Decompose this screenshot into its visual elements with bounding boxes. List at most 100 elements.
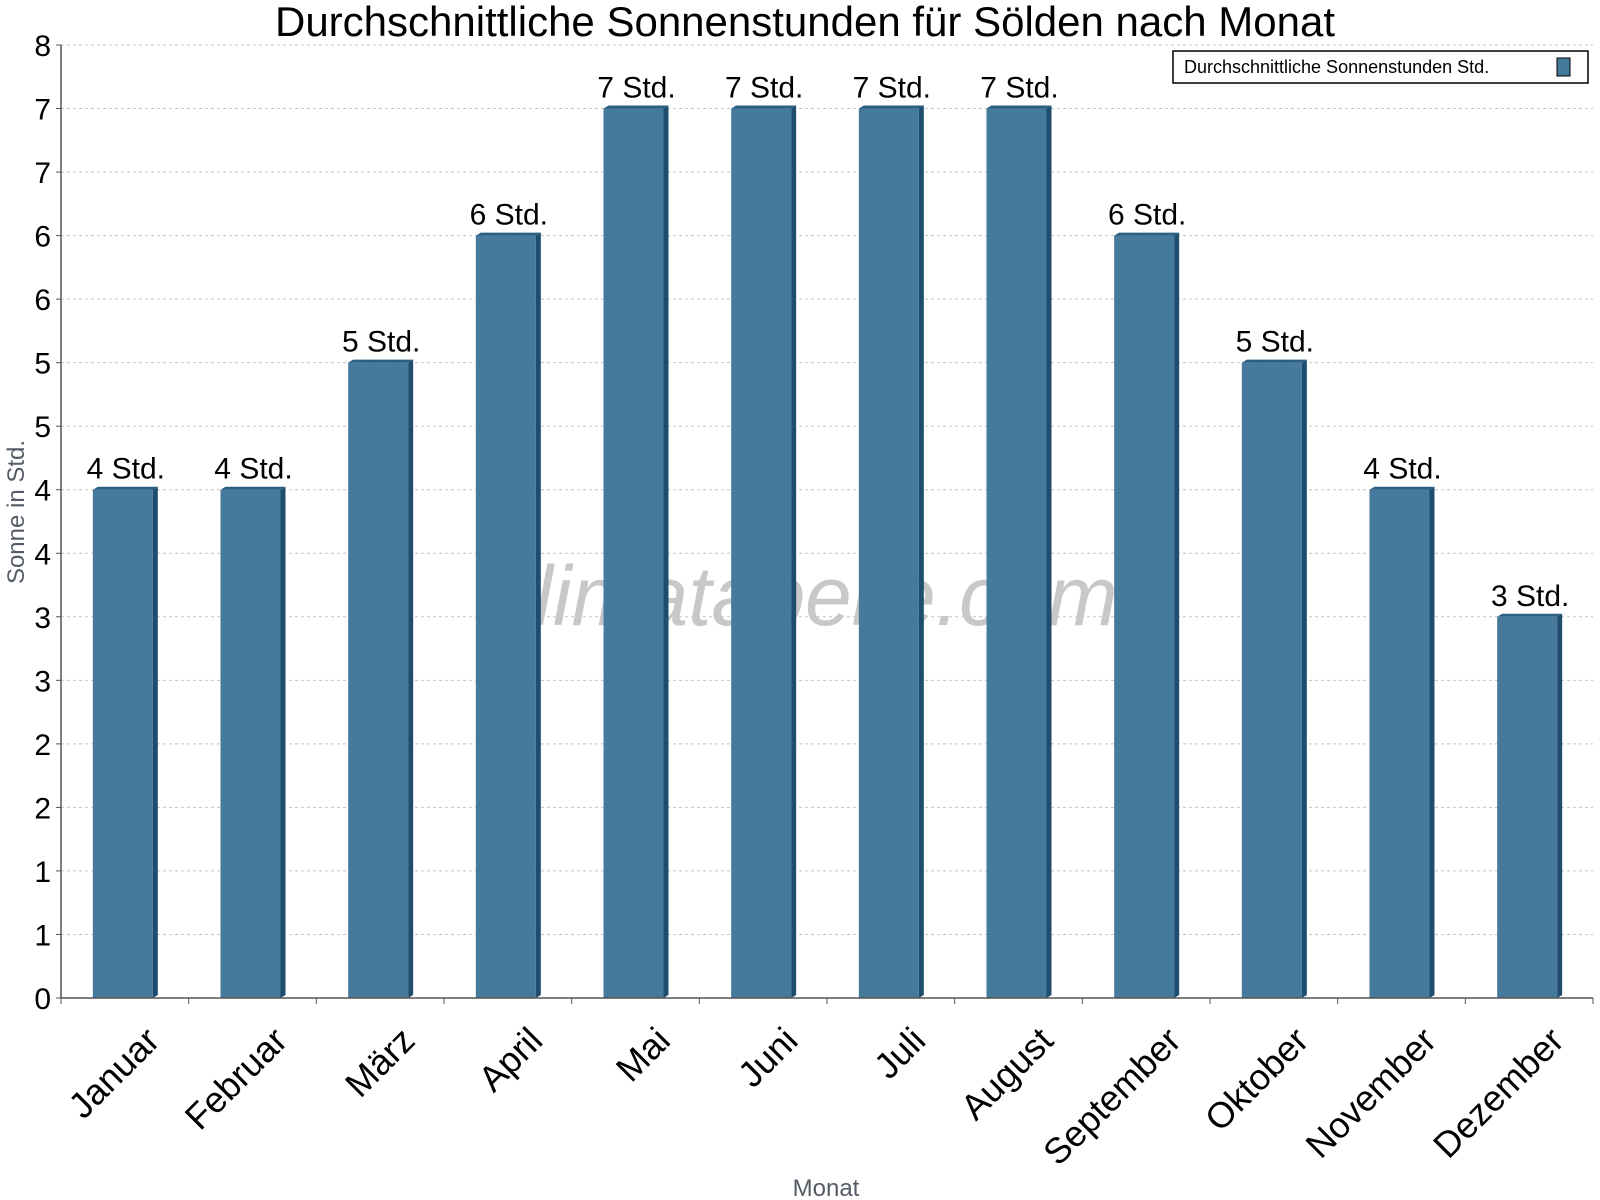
bar-side — [918, 105, 924, 999]
bar — [1241, 359, 1307, 999]
y-tick-label: 4 — [34, 475, 51, 508]
bar — [348, 359, 414, 999]
bar-top — [1497, 613, 1563, 617]
bar-side — [1429, 486, 1435, 998]
bar-top — [986, 105, 1052, 109]
bar-top — [92, 486, 158, 490]
y-tick-label: 6 — [34, 284, 51, 317]
y-tick-label: 3 — [34, 602, 51, 635]
bar-side — [1301, 359, 1307, 999]
bar-side — [280, 486, 286, 998]
x-tick-label: April — [470, 1019, 550, 1099]
bar-face — [348, 362, 409, 999]
legend-swatch — [1556, 57, 1571, 77]
y-tick-label: 1 — [34, 856, 51, 889]
bar-top — [858, 105, 924, 109]
data-label: 4 Std. — [1363, 453, 1441, 486]
y-tick-label: 7 — [34, 94, 51, 127]
chart-title: Durchschnittliche Sonnenstunden für Söld… — [275, 0, 1335, 45]
bar-face — [1241, 362, 1302, 999]
data-label: 3 Std. — [1491, 580, 1569, 613]
axes — [60, 45, 1594, 1004]
bar-top — [348, 359, 414, 363]
x-axis-label: Monat — [793, 1175, 860, 1200]
bar-face — [220, 489, 281, 998]
x-tick-label: Dezember — [1425, 1019, 1571, 1165]
data-label: 7 Std. — [980, 72, 1058, 105]
bar-side — [152, 486, 158, 998]
y-tick-label: 5 — [34, 348, 51, 381]
x-tick-label: August — [953, 1019, 1061, 1127]
data-label: 5 Std. — [1236, 326, 1314, 359]
bar — [475, 232, 541, 999]
bar-face — [603, 108, 664, 999]
legend: Durchschnittliche Sonnenstunden Std. — [1172, 50, 1589, 84]
bar-side — [1174, 232, 1180, 999]
x-tick-label: Juli — [866, 1019, 933, 1086]
bar-face — [731, 108, 792, 999]
y-tick-label: 6 — [34, 221, 51, 254]
bar-top — [220, 486, 286, 490]
bars — [92, 105, 1563, 999]
bar — [1369, 486, 1435, 998]
x-tick-label: Mai — [608, 1019, 678, 1089]
bar — [220, 486, 286, 998]
bar-face — [92, 489, 153, 998]
bar — [603, 105, 669, 999]
bar-top — [1369, 486, 1435, 490]
y-tick-label: 5 — [34, 411, 51, 444]
bar-face — [1369, 489, 1430, 998]
x-tick-label: März — [337, 1019, 423, 1105]
data-label: 4 Std. — [214, 453, 292, 486]
y-tick-label: 2 — [34, 792, 51, 825]
bar-face — [1114, 235, 1175, 999]
bar-face — [986, 108, 1047, 999]
bar-side — [1046, 105, 1052, 999]
data-label: 6 Std. — [1108, 199, 1186, 232]
bar-face — [858, 108, 919, 999]
x-ticks: Januar Februar März April Mai Juni Juli AugustS… — [60, 1019, 1571, 1173]
data-label: 7 Std. — [597, 72, 675, 105]
bar — [92, 486, 158, 998]
bar-side — [663, 105, 669, 999]
bar-side — [1557, 613, 1563, 998]
bar-side — [791, 105, 797, 999]
bar — [731, 105, 797, 999]
y-tick-label: 8 — [34, 30, 51, 63]
x-tick-label: November — [1297, 1019, 1443, 1165]
y-axis-label: Sonne in Std. — [3, 440, 30, 584]
x-tick-label: September — [1035, 1019, 1189, 1173]
data-label: 5 Std. — [342, 326, 420, 359]
data-label: 6 Std. — [470, 199, 548, 232]
bar-side — [408, 359, 414, 999]
data-label: 7 Std. — [853, 72, 931, 105]
y-tick-label: 1 — [34, 919, 51, 952]
y-tick-label: 0 — [34, 983, 51, 1016]
bar — [986, 105, 1052, 999]
bar-face — [475, 235, 536, 999]
y-tick-label: 3 — [34, 665, 51, 698]
x-tick-label: Oktober — [1197, 1019, 1317, 1139]
legend-label: Durchschnittliche Sonnenstunden Std. — [1184, 57, 1489, 77]
data-label: 4 Std. — [87, 453, 165, 486]
y-ticks: 0 1 1 2 2 3 3 4 4 5 5 6 6 7 7 8 — [34, 30, 61, 1016]
bar — [858, 105, 924, 999]
y-tick-label: 2 — [34, 729, 51, 762]
bar-top — [1114, 232, 1180, 236]
x-tick-label: Juni — [730, 1019, 806, 1095]
bar-top — [1241, 359, 1307, 363]
bar-top — [475, 232, 541, 236]
data-labels: 4 Std. 4 Std. 5 Std. 6 Std. 7 Std. 7 Std. 7 St… — [87, 72, 1570, 613]
x-tick-label: Februar — [177, 1019, 295, 1137]
bar-top — [731, 105, 797, 109]
gridlines — [61, 44, 1593, 935]
bar-side — [535, 232, 541, 999]
bar — [1114, 232, 1180, 999]
legend-box — [1172, 50, 1589, 84]
x-tick-label: Januar — [60, 1019, 167, 1126]
bar-face — [1497, 616, 1558, 998]
y-tick-label: 7 — [34, 157, 51, 190]
y-tick-label: 4 — [34, 538, 51, 571]
data-label: 7 Std. — [725, 72, 803, 105]
